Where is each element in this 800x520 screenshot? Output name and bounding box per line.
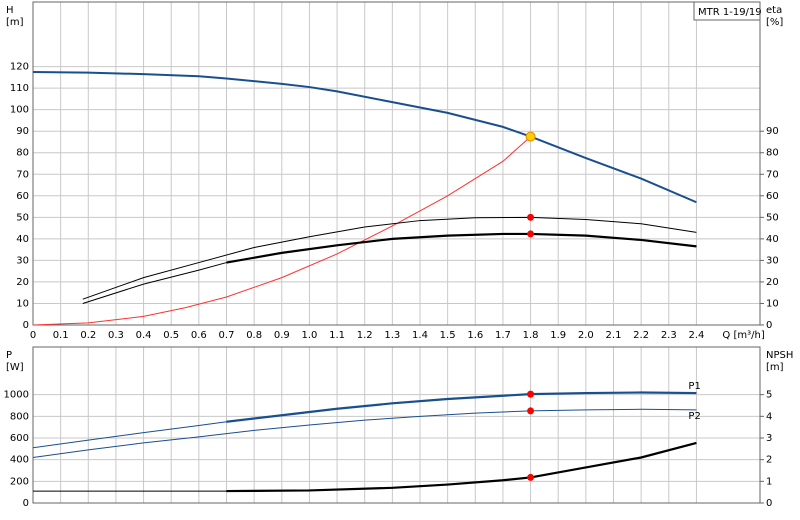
y2-axis-unit: [%] <box>766 17 783 28</box>
y-tick-label: 200 <box>10 476 29 487</box>
y-tick-label: 60 <box>16 191 29 202</box>
x-tick-label: 1.8 <box>523 330 539 341</box>
y-tick-label: 40 <box>16 234 29 245</box>
y2-tick-label: 20 <box>766 277 779 288</box>
curve-label: P1 <box>688 381 700 392</box>
y-tick-label: 90 <box>16 126 29 137</box>
operating-point <box>525 131 536 142</box>
y-tick-label: 0 <box>23 498 29 509</box>
x-tick-label: 0.3 <box>108 330 124 341</box>
curve <box>32 70 697 204</box>
y2-tick-label: 70 <box>766 169 779 180</box>
y-tick-label: 400 <box>10 455 29 466</box>
y-tick-label: 50 <box>16 212 29 223</box>
y2-tick-label: 30 <box>766 255 779 266</box>
y2-tick-label: 5 <box>766 390 772 401</box>
x-tick-label: 1.2 <box>357 330 373 341</box>
y-axis-unit: [W] <box>6 362 24 373</box>
x-tick-label: 0.9 <box>274 330 290 341</box>
y2-tick-label: 60 <box>766 191 779 202</box>
x-tick-label: 2.2 <box>633 330 649 341</box>
y-axis-label: P <box>6 350 12 361</box>
curve-label: P2 <box>688 411 700 422</box>
y-tick-label: 10 <box>16 298 29 309</box>
x-tick-label: 0.8 <box>246 330 262 341</box>
box-label: MTR 1-19/19 <box>698 7 762 18</box>
x-tick-label: 0 <box>30 330 36 341</box>
x-tick-label: 1.5 <box>440 330 456 341</box>
y-tick-label: 30 <box>16 255 29 266</box>
y-tick-label: 70 <box>16 169 29 180</box>
x-axis-label: Q [m³/h] <box>722 330 764 341</box>
curve <box>82 216 697 300</box>
x-tick-label: 0.4 <box>136 330 152 341</box>
plot-frame <box>32 1 761 326</box>
operating-point <box>527 213 535 221</box>
operating-point <box>527 230 535 238</box>
y-tick-label: 600 <box>10 433 29 444</box>
y2-axis-label: NPSH <box>766 350 793 361</box>
y-axis-label: H <box>6 5 14 16</box>
operating-point <box>527 390 535 398</box>
x-tick-label: 1.6 <box>467 330 483 341</box>
curve-bold <box>226 391 697 423</box>
operating-point <box>527 407 535 415</box>
x-tick-label: 1.3 <box>384 330 400 341</box>
x-tick-label: 0.5 <box>163 330 179 341</box>
x-tick-label: 1.0 <box>301 330 317 341</box>
curve <box>32 408 697 458</box>
x-tick-label: 0.2 <box>80 330 96 341</box>
x-tick-label: 0.7 <box>219 330 235 341</box>
y2-tick-label: 10 <box>766 298 779 309</box>
x-tick-label: 2.1 <box>606 330 622 341</box>
curve-bold <box>226 232 697 264</box>
y-tick-label: 110 <box>10 83 29 94</box>
y2-tick-label: 1 <box>766 476 772 487</box>
x-tick-label: 1.4 <box>412 330 428 341</box>
y2-tick-label: 2 <box>766 455 772 466</box>
y-tick-label: 1000 <box>4 390 29 401</box>
y2-tick-label: 90 <box>766 126 779 137</box>
y2-tick-label: 50 <box>766 212 779 223</box>
y2-tick-label: 0 <box>766 498 772 509</box>
label-box <box>693 1 761 21</box>
x-tick-label: 2.0 <box>578 330 594 341</box>
y2-tick-label: 0 <box>766 320 772 331</box>
plot-frame <box>32 346 761 504</box>
y2-tick-label: 3 <box>766 433 772 444</box>
y2-axis-unit: [m] <box>766 362 784 373</box>
x-tick-label: 0.1 <box>53 330 69 341</box>
x-tick-label: 0.6 <box>191 330 207 341</box>
y2-tick-label: 80 <box>766 148 779 159</box>
y-tick-label: 800 <box>10 411 29 422</box>
y-tick-label: 80 <box>16 148 29 159</box>
y-tick-label: 100 <box>10 105 29 116</box>
operating-point <box>527 473 535 481</box>
y-tick-label: 120 <box>10 62 29 73</box>
y2-tick-label: 40 <box>766 234 779 245</box>
y-axis-unit: [m] <box>6 17 24 28</box>
y2-tick-label: 4 <box>766 411 772 422</box>
x-tick-label: 1.9 <box>550 330 566 341</box>
x-tick-label: 1.1 <box>329 330 345 341</box>
y-tick-label: 20 <box>16 277 29 288</box>
y-tick-label: 0 <box>23 320 29 331</box>
curve <box>32 136 531 326</box>
x-tick-label: 2.4 <box>688 330 704 341</box>
x-tick-label: 2.3 <box>661 330 677 341</box>
y2-axis-label: eta <box>766 5 782 16</box>
curve-bold <box>226 441 697 493</box>
x-tick-label: 1.7 <box>495 330 511 341</box>
